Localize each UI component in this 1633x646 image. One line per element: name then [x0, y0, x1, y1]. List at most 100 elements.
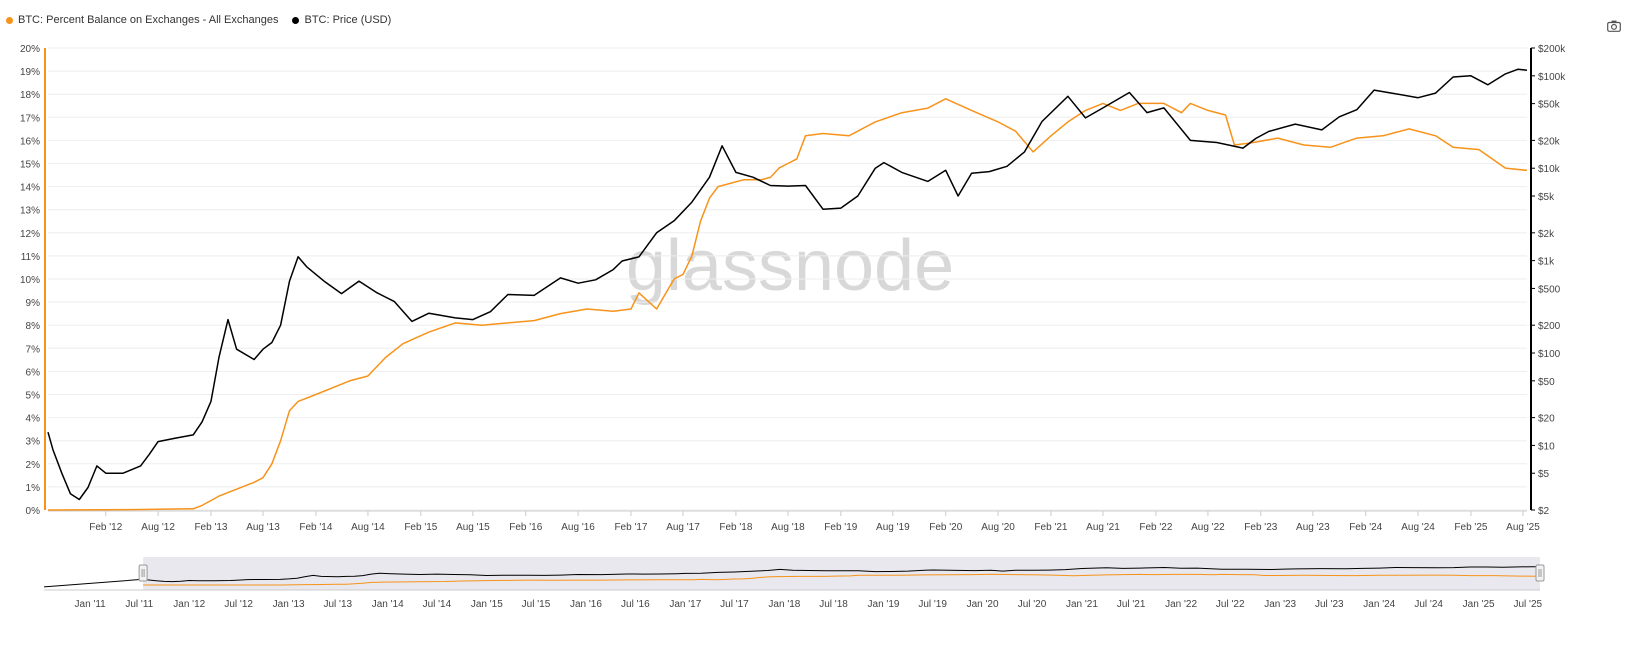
y-right-tick-label: $2	[1538, 506, 1550, 517]
y-right-tick-label: $1k	[1538, 257, 1555, 268]
legend-item-balance[interactable]: BTC: Percent Balance on Exchanges - All …	[6, 14, 278, 26]
navigator-tick-label: Jul '15	[522, 599, 551, 610]
x-tick-label: Feb '17	[614, 522, 647, 533]
navigator-tick-label: Jul '11	[125, 599, 153, 610]
y-left-tick-label: 11%	[21, 252, 40, 263]
navigator-tick-label: Jul '12	[224, 599, 253, 610]
camera-icon[interactable]	[1607, 20, 1621, 32]
y-right-tick-label: $500	[1538, 284, 1561, 295]
y-left-tick-label: 12%	[20, 229, 40, 240]
x-tick-label: Aug '19	[876, 522, 910, 533]
y-left-tick-label: 8%	[26, 321, 41, 332]
navigator-balance-line	[143, 573, 1541, 586]
chart-legend: BTC: Percent Balance on Exchanges - All …	[6, 14, 391, 26]
y-left-tick-label: 13%	[20, 206, 40, 217]
x-tick-label: Aug '24	[1401, 522, 1435, 533]
y-left-tick-label: 19%	[20, 67, 40, 78]
grid-lines	[48, 47, 1527, 511]
x-tick-label: Feb '15	[404, 522, 437, 533]
navigator-handle-right[interactable]	[1535, 564, 1545, 582]
x-tick-label: Feb '24	[1349, 522, 1382, 533]
left-axis: 0% 1% 2% 3% 4% 5% 6% 7% 8% 9% 10% 11% 12% 13% 14% 15% 16…	[20, 44, 46, 517]
y-left-tick-label: 1%	[26, 483, 41, 494]
navigator-tick-label: Jul '16	[621, 599, 650, 610]
x-tick-label: Feb '25	[1454, 522, 1487, 533]
x-tick-label: Feb '16	[509, 522, 542, 533]
y-left-tick-label: 18%	[20, 90, 40, 101]
y-right-tick-label: $2k	[1538, 229, 1555, 240]
navigator-tick-label: Jul '23	[1315, 599, 1344, 610]
x-tick-label: Aug '17	[666, 522, 700, 533]
y-left-tick-label: 3%	[26, 437, 41, 448]
navigator-tick-label: Jan '13	[273, 599, 305, 610]
y-right-tick-label: $20	[1538, 414, 1555, 425]
x-tick-label: Feb '22	[1139, 522, 1172, 533]
x-axis: Feb '12 Aug '12 Feb '13 Aug '13 Feb '14 Aug '…	[48, 510, 1540, 533]
price-line	[47, 68, 1528, 501]
y-right-tick-label: $200	[1538, 321, 1561, 332]
y-left-tick-label: 2%	[26, 460, 41, 471]
right-axis: $2 $5 $10 $20 $50 $100 $200 $500 $1k $2k $5k $10k $2…	[1530, 44, 1566, 517]
x-tick-label: Feb '18	[719, 522, 752, 533]
y-right-tick-label: $5k	[1538, 192, 1555, 203]
plot-area	[47, 68, 1528, 511]
navigator[interactable]: Jan '11 Jul '11 Jan '12 Jul '12 Jan '13 Jul '…	[43, 557, 1545, 610]
x-tick-label: Feb '14	[299, 522, 332, 533]
navigator-tick-label: Jan '20	[967, 599, 999, 610]
y-left-tick-label: 6%	[26, 367, 41, 378]
navigator-tick-label: Jan '17	[669, 599, 701, 610]
navigator-tick-label: Jan '12	[173, 599, 205, 610]
navigator-tick-label: Jan '24	[1363, 599, 1395, 610]
navigator-tick-label: Jul '25	[1513, 599, 1542, 610]
y-left-tick-label: 20%	[20, 44, 40, 55]
navigator-handle-left[interactable]	[138, 564, 148, 582]
y-right-tick-label: $10k	[1538, 164, 1561, 175]
handle-body	[1535, 564, 1545, 582]
navigator-tick-label: Jul '14	[423, 599, 452, 610]
legend-label-balance: BTC: Percent Balance on Exchanges - All …	[18, 14, 279, 26]
x-tick-label: Aug '20	[981, 522, 1015, 533]
x-tick-label: Aug '15	[456, 522, 490, 533]
y-right-tick-label: $10	[1538, 441, 1555, 452]
y-left-tick-label: 9%	[26, 298, 41, 309]
navigator-tick-label: Jan '22	[1165, 599, 1197, 610]
y-right-tick-label: $50k	[1538, 100, 1561, 111]
navigator-tick-label: Jan '16	[570, 599, 602, 610]
x-tick-label: Feb '20	[929, 522, 962, 533]
navigator-tick-label: Jan '18	[768, 599, 800, 610]
navigator-tick-label: Jul '18	[819, 599, 848, 610]
x-tick-label: Aug '23	[1296, 522, 1330, 533]
x-tick-label: Aug '25	[1506, 522, 1540, 533]
x-tick-label: Feb '13	[194, 522, 227, 533]
navigator-tick-label: Jul '13	[323, 599, 352, 610]
y-left-tick-label: 15%	[20, 160, 40, 171]
legend-dot-price	[292, 16, 300, 24]
navigator-tick-label: Jul '21	[1117, 599, 1146, 610]
navigator-tick-label: Jan '11	[75, 599, 107, 610]
y-right-tick-label: $5	[1538, 469, 1550, 480]
y-left-tick-label: 4%	[26, 414, 41, 425]
legend-label-price: BTC: Price (USD)	[304, 14, 392, 26]
navigator-tick-label: Jul '22	[1216, 599, 1245, 610]
y-left-tick-label: 14%	[20, 183, 40, 194]
legend-dot-balance	[6, 16, 13, 24]
x-tick-label: Aug '21	[1086, 522, 1120, 533]
navigator-tick-label: Jul '19	[918, 599, 947, 610]
navigator-tick-label: Jan '21	[1066, 599, 1098, 610]
navigator-tick-label: Jan '15	[471, 599, 503, 610]
handle-body	[138, 564, 148, 582]
navigator-tick-label: Jul '20	[1018, 599, 1047, 610]
x-tick-label: Aug '18	[771, 522, 805, 533]
legend-item-price[interactable]: BTC: Price (USD)	[292, 14, 391, 26]
x-tick-label: Aug '13	[246, 522, 280, 533]
x-tick-label: Feb '21	[1034, 522, 1067, 533]
y-left-tick-label: 10%	[20, 275, 40, 286]
x-tick-label: Feb '23	[1244, 522, 1277, 533]
navigator-tick-label: Jan '14	[372, 599, 404, 610]
navigator-tick-label: Jul '24	[1414, 599, 1443, 610]
y-left-tick-label: 16%	[20, 136, 40, 147]
navigator-selection	[143, 557, 1540, 590]
y-left-tick-label: 5%	[26, 391, 41, 402]
navigator-tick-label: Jan '25	[1463, 599, 1495, 610]
